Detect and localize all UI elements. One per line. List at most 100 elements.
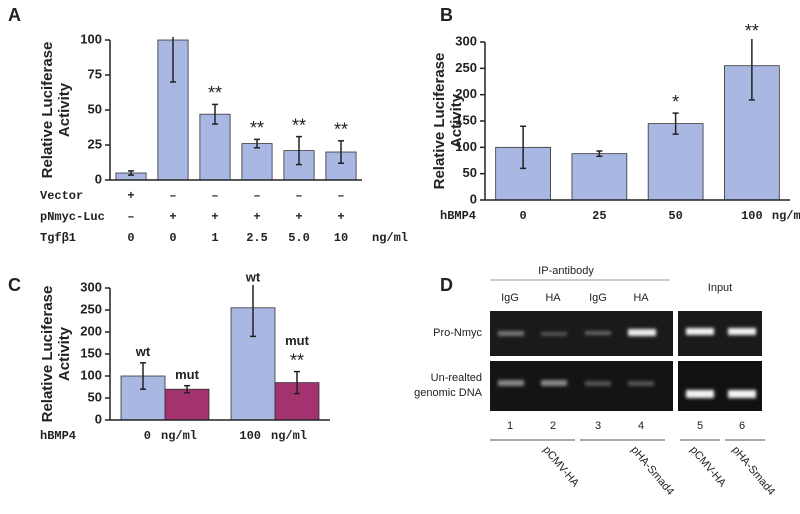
row-label: genomic DNA [414, 387, 483, 399]
band [498, 331, 524, 336]
x-tick-label: 0 [520, 209, 527, 223]
y-tick-label: 50 [88, 389, 102, 404]
condition-value: 1 [211, 231, 218, 245]
band [628, 329, 656, 336]
condition-value: – [211, 189, 218, 203]
series-label: wt [135, 344, 151, 359]
x-tick-label: 100 [741, 209, 763, 223]
y-tick-label: 0 [95, 411, 102, 426]
lane-label: HA [633, 292, 649, 304]
band [498, 380, 524, 386]
band [686, 390, 714, 398]
y-tick-label: 50 [88, 101, 102, 116]
panel-letter: B [440, 5, 453, 25]
gel-header: IP-antibody [538, 265, 594, 277]
condition-value: 2.5 [246, 231, 268, 245]
y-axis-label: Activity [56, 326, 73, 381]
panel-letter: D [440, 275, 453, 295]
unit-label: ng/ml [161, 429, 197, 443]
gel-bands [498, 328, 756, 398]
band [541, 332, 567, 336]
annotation: ** [290, 350, 304, 370]
y-tick-label: 0 [470, 191, 477, 206]
plot-area [495, 39, 780, 200]
y-tick-label: 25 [88, 136, 102, 151]
bar [571, 153, 628, 200]
condition-value: – [295, 189, 302, 203]
y-tick-label: 100 [80, 367, 102, 382]
annotation: * [672, 92, 679, 112]
condition-value: 5.0 [288, 231, 310, 245]
band [585, 331, 611, 335]
lane-number: 3 [595, 420, 601, 432]
y-axis-label: Relative Luciferase [39, 286, 56, 423]
band [585, 381, 611, 386]
bar [199, 113, 231, 180]
condition-value: – [253, 189, 260, 203]
condition-label: Tgfβ1 [40, 231, 76, 245]
panel-letter: A [8, 5, 21, 25]
gel-panel: IP-antibody Input IgG HA IgG HA Pro-Nmyc Un-r… [414, 265, 777, 498]
band [728, 328, 756, 335]
plasmid-label: pCMV-HA [540, 444, 581, 490]
y-tick-label: 100 [80, 31, 102, 46]
condition-value: + [253, 210, 260, 224]
annotation: ** [745, 21, 759, 41]
annotation: ** [250, 118, 264, 138]
y-tick-label: 0 [95, 171, 102, 186]
x-tick-label: 100 [239, 429, 261, 443]
condition-value: + [169, 210, 176, 224]
series-label: wt [245, 269, 261, 284]
plot-area [115, 37, 357, 180]
bar [647, 123, 704, 200]
panel-letter: C [8, 275, 21, 295]
lane-number: 6 [739, 420, 745, 432]
lane-label: IgG [501, 292, 519, 304]
condition-value: – [169, 189, 176, 203]
condition-value: – [337, 189, 344, 203]
lane-number: 4 [638, 420, 644, 432]
unit-label: ng/ml [271, 429, 307, 443]
series-label: mut [175, 367, 200, 382]
y-tick-label: 50 [463, 165, 477, 180]
y-tick-label: 300 [455, 33, 477, 48]
x-axis-label: hBMP4 [40, 429, 76, 443]
band [541, 380, 567, 386]
y-tick-label: 200 [80, 323, 102, 338]
lane-number: 2 [550, 420, 556, 432]
x-tick-label: 25 [592, 209, 606, 223]
lane-label: IgG [589, 292, 607, 304]
series-label: mut [285, 333, 310, 348]
band [628, 381, 654, 386]
row-label: Un-realted [431, 372, 482, 384]
lane-number: 1 [507, 420, 513, 432]
plasmid-label: pHA-Smad4 [628, 444, 676, 498]
condition-value: + [127, 189, 134, 203]
input-label: Input [708, 282, 732, 294]
x-tick-label: 50 [668, 209, 682, 223]
band [686, 328, 714, 335]
band [728, 390, 756, 398]
y-axis-label: Activity [448, 93, 465, 148]
lane-number: 5 [697, 420, 703, 432]
y-tick-label: 200 [455, 86, 477, 101]
annotation: ** [208, 83, 222, 103]
condition-value: + [211, 210, 218, 224]
annotation: ** [292, 115, 306, 135]
y-tick-label: 300 [80, 279, 102, 294]
condition-value: + [337, 210, 344, 224]
condition-value: + [295, 210, 302, 224]
lane-label: HA [545, 292, 561, 304]
y-tick-label: 150 [80, 345, 102, 360]
y-tick-label: 250 [80, 301, 102, 316]
y-tick-label: 75 [88, 66, 102, 81]
y-axis-label: Activity [56, 82, 73, 137]
condition-value: 0 [127, 231, 134, 245]
y-axis-label: Relative Luciferase [39, 42, 56, 179]
condition-label: Vector [40, 189, 83, 203]
plasmid-label: pHA-Smad4 [729, 444, 777, 498]
condition-value: 0 [169, 231, 176, 245]
x-axis-label: hBMP4 [440, 209, 476, 223]
plasmid-label: pCMV-HA [687, 444, 728, 490]
